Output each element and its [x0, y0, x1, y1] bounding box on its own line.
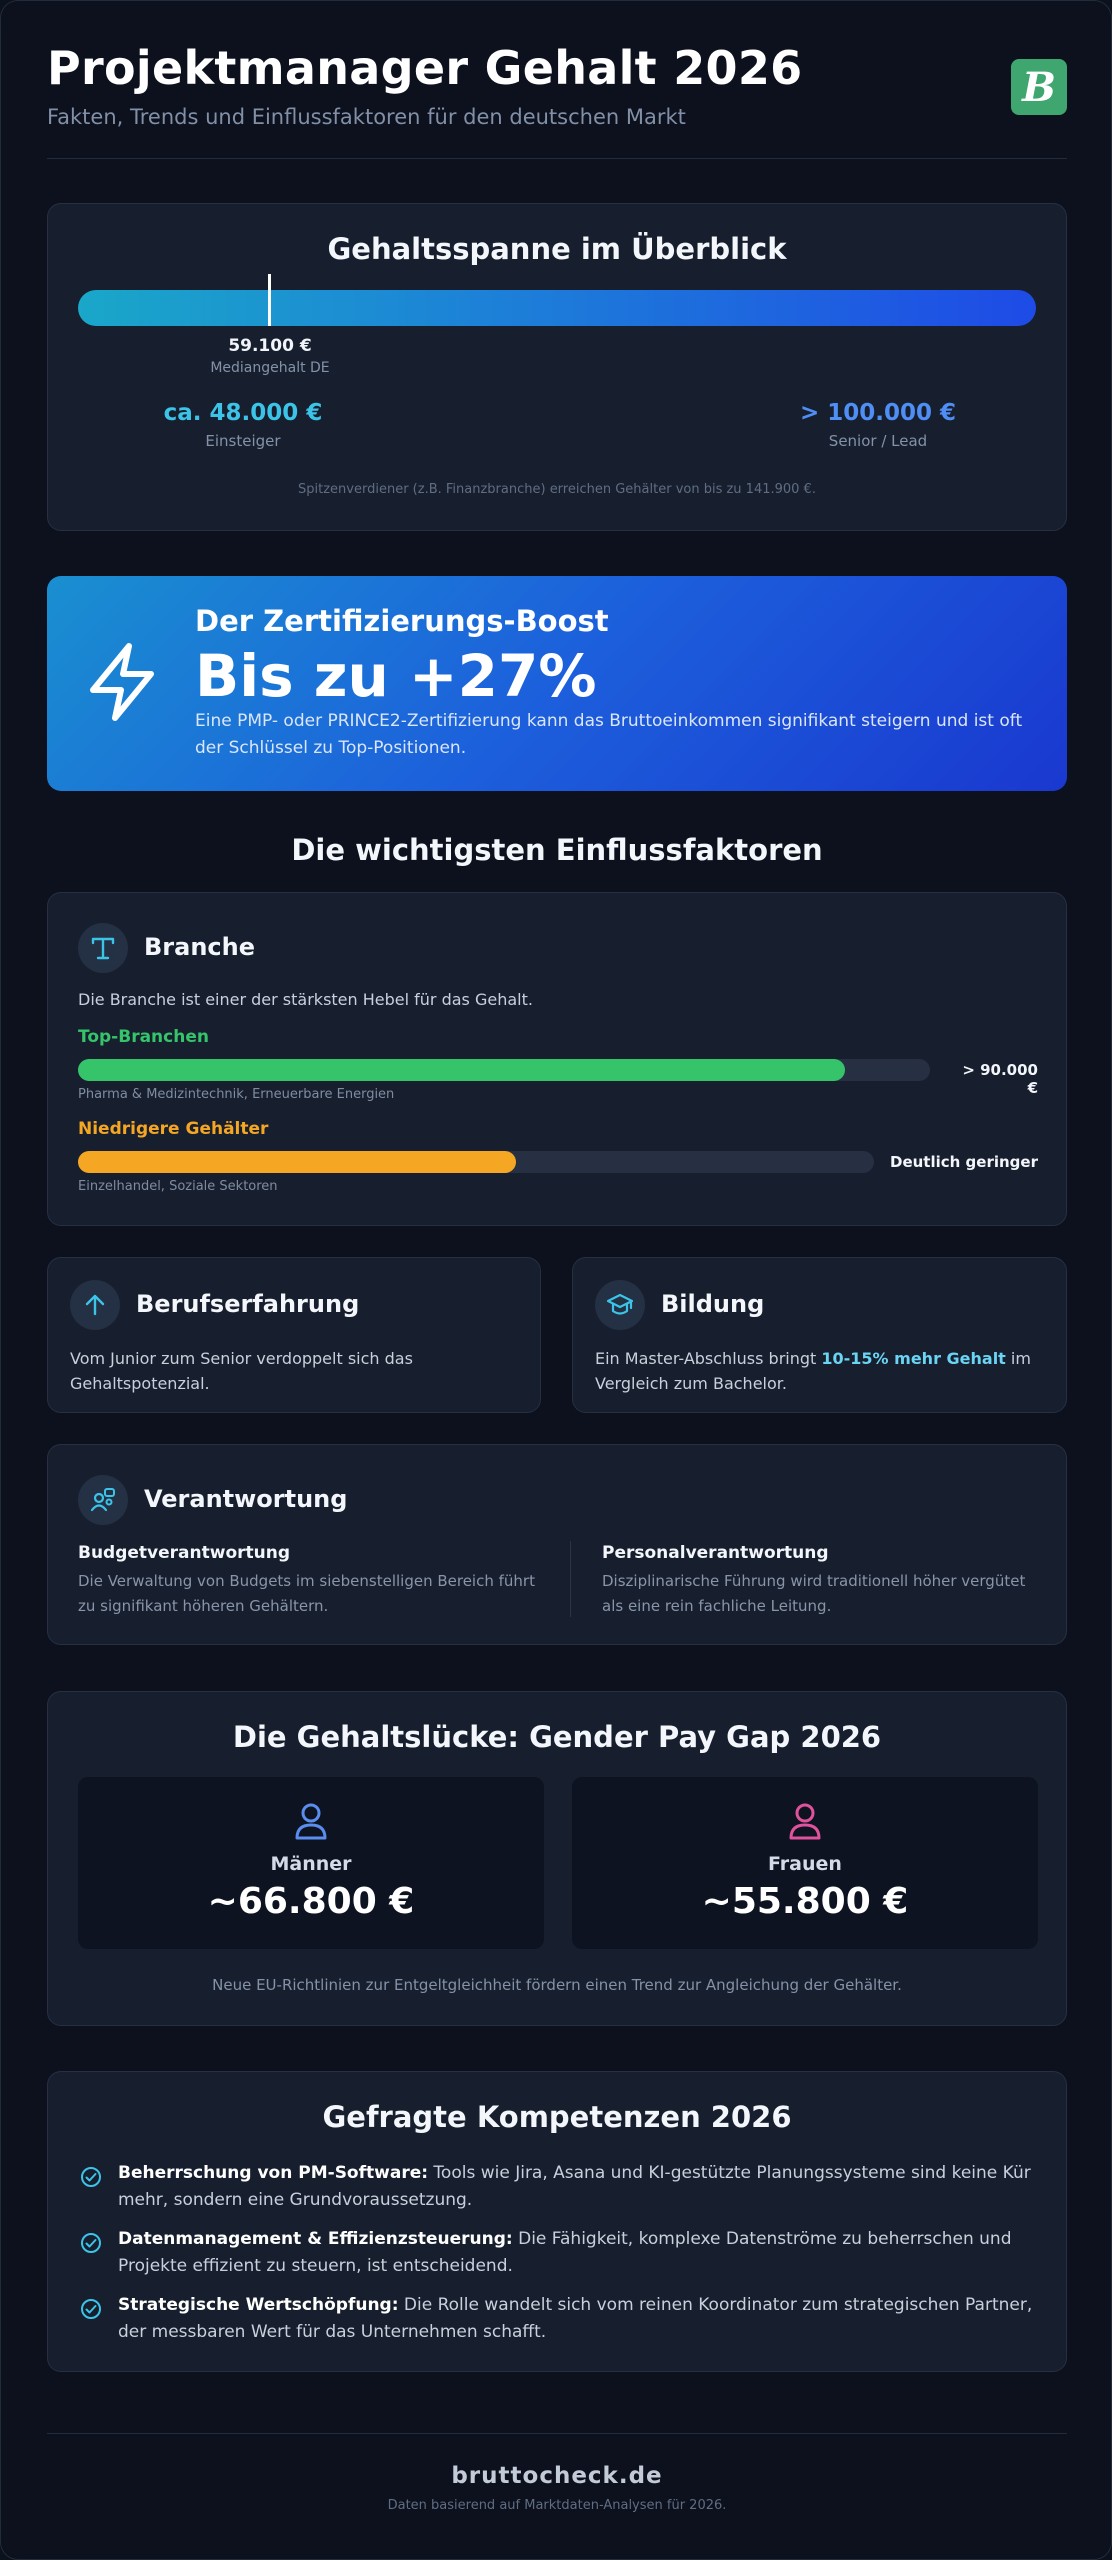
- competency-head: Datenmanagement & Effizienzsteuerung:: [118, 2229, 513, 2249]
- verantwortung-card: Verantwortung Budgetverantwortung Die Ve…: [47, 1444, 1067, 1645]
- top-branchen-bar-fill: [78, 1059, 845, 1081]
- check-circle-icon: [81, 2233, 101, 2253]
- budget-text: Die Verwaltung von Budgets im siebenstel…: [78, 1572, 535, 1615]
- gender-gap-title: Die Gehaltslücke: Gender Pay Gap 2026: [232, 1720, 882, 1754]
- low-branchen-bar-fill: [78, 1151, 516, 1173]
- top-branchen-label: Top-Branchen: [78, 1027, 209, 1047]
- bildung-title: Bildung: [661, 1290, 765, 1318]
- salary-range-card: Gehaltsspanne im Überblick 59.100 € Medi…: [47, 203, 1067, 531]
- competency-head: Beherrschung von PM-Software:: [118, 2163, 429, 2183]
- page-title: Projektmanager Gehalt 2026: [47, 41, 803, 95]
- page-subtitle: Fakten, Trends und Einflussfaktoren für …: [47, 105, 686, 129]
- range-high-value: > 100.000 €: [799, 400, 957, 426]
- boost-value: Bis zu +27%: [195, 642, 597, 710]
- graduation-cap-icon: [595, 1280, 645, 1330]
- branche-card: Branche Die Branche ist einer der stärks…: [47, 892, 1067, 1226]
- women-box: Frauen ~55.800 €: [572, 1777, 1038, 1949]
- salary-range-title: Gehaltsspanne im Überblick: [327, 232, 787, 266]
- competency-head: Strategische Wertschöpfung:: [118, 2295, 399, 2315]
- personal-text: Disziplinarische Führung wird traditione…: [602, 1572, 1026, 1615]
- personal-head: Personalverantwortung: [602, 1543, 829, 1563]
- range-note: Spitzenverdiener (z.B. Finanzbranche) er…: [298, 482, 816, 497]
- erfahrung-text: Vom Junior zum Senior verdoppelt sich da…: [70, 1349, 413, 1393]
- salary-range-bar: [78, 290, 1036, 326]
- competencies-card: Gefragte Kompetenzen 2026 Beherrschung v…: [47, 2071, 1067, 2372]
- people-icon: [78, 1475, 128, 1525]
- bildung-text-before: Ein Master-Abschluss bringt: [595, 1349, 822, 1368]
- boost-title: Der Zertifizierungs-Boost: [195, 604, 609, 638]
- competency-item: Strategische Wertschöpfung: Die Rolle wa…: [118, 2292, 1038, 2346]
- lightning-icon: [90, 643, 154, 721]
- verantwortung-title: Verantwortung: [144, 1485, 348, 1513]
- footer-site-link[interactable]: bruttocheck.de: [451, 2463, 663, 2489]
- low-branchen-sub: Einzelhandel, Soziale Sektoren: [78, 1179, 278, 1194]
- median-marker: [268, 274, 271, 326]
- budget-head: Budgetverantwortung: [78, 1543, 291, 1563]
- check-circle-icon: [81, 2299, 101, 2319]
- women-value: ~55.800 €: [701, 1881, 909, 1922]
- median-label: Mediangehalt DE: [210, 360, 330, 376]
- industry-icon: [78, 923, 128, 973]
- bildung-highlight: 10-15% mehr Gehalt: [821, 1349, 1006, 1368]
- top-branchen-sub: Pharma & Medizintechnik, Erneuerbare Ene…: [78, 1087, 395, 1102]
- competency-item: Beherrschung von PM-Software: Tools wie …: [118, 2160, 1038, 2214]
- men-value: ~66.800 €: [207, 1881, 415, 1922]
- women-label: Frauen: [768, 1853, 842, 1875]
- bildung-card: Bildung Ein Master-Abschluss bringt 10-1…: [572, 1257, 1067, 1413]
- footer-note: Daten basierend auf Marktdaten-Analysen …: [387, 2498, 727, 2513]
- range-high-label: Senior / Lead: [828, 432, 928, 450]
- competency-text: Tools wie Jira, Asana und KI-gestützte P…: [118, 2163, 1031, 2210]
- range-low-value: ca. 48.000 €: [163, 400, 323, 426]
- branche-text: Die Branche ist einer der stärksten Hebe…: [78, 990, 533, 1009]
- low-branchen-label: Niedrigere Gehälter: [78, 1119, 269, 1139]
- competency-item: Datenmanagement & Effizienzsteuerung: Di…: [118, 2226, 1038, 2280]
- low-branchen-value: Deutlich geringer: [890, 1153, 1038, 1171]
- range-low-label: Einsteiger: [205, 432, 281, 450]
- brand-logo-icon[interactable]: B: [1011, 59, 1067, 115]
- boost-text: Eine PMP- oder PRINCE2-Zertifizierung ka…: [195, 711, 1023, 758]
- verantwortung-divider: [570, 1541, 571, 1617]
- branche-title: Branche: [144, 933, 255, 961]
- gender-gap-note: Neue EU-Richtlinien zur Entgeltgleichhei…: [212, 1976, 902, 1994]
- certification-boost-card: Der Zertifizierungs-Boost Bis zu +27% Ei…: [47, 576, 1067, 791]
- erfahrung-title: Berufserfahrung: [136, 1290, 360, 1318]
- factors-title: Die wichtigsten Einflussfaktoren: [291, 833, 823, 867]
- men-user-icon: [295, 1803, 327, 1840]
- bildung-text: Ein Master-Abschluss bringt 10-15% mehr …: [595, 1346, 1045, 1396]
- bildung-text-after: im Vergleich zum Bachelor.: [595, 1349, 1031, 1393]
- low-branchen-bar: [78, 1151, 874, 1173]
- header: Projektmanager Gehalt 2026 Fakten, Trend…: [47, 41, 1067, 159]
- arrow-up-icon: [70, 1280, 120, 1330]
- women-user-icon: [789, 1803, 821, 1840]
- median-value: 59.100 €: [228, 336, 312, 356]
- competency-text: Die Rolle wandelt sich vom reinen Koordi…: [118, 2295, 1033, 2342]
- check-circle-icon: [81, 2167, 101, 2187]
- range-low: ca. 48.000 € Einsteiger: [138, 400, 348, 450]
- range-high: > 100.000 € Senior / Lead: [768, 400, 988, 450]
- erfahrung-card: Berufserfahrung Vom Junior zum Senior ve…: [47, 1257, 541, 1413]
- top-branchen-bar: [78, 1059, 930, 1081]
- men-label: Männer: [270, 1853, 352, 1875]
- gender-gap-card: Die Gehaltslücke: Gender Pay Gap 2026 Mä…: [47, 1691, 1067, 2026]
- competency-text: Die Fähigkeit, komplexe Datenströme zu b…: [118, 2229, 1012, 2276]
- top-branchen-value: > 90.000 €: [962, 1061, 1038, 1097]
- competencies-title: Gefragte Kompetenzen 2026: [322, 2100, 792, 2134]
- footer-divider: [47, 2433, 1067, 2434]
- men-box: Männer ~66.800 €: [78, 1777, 544, 1949]
